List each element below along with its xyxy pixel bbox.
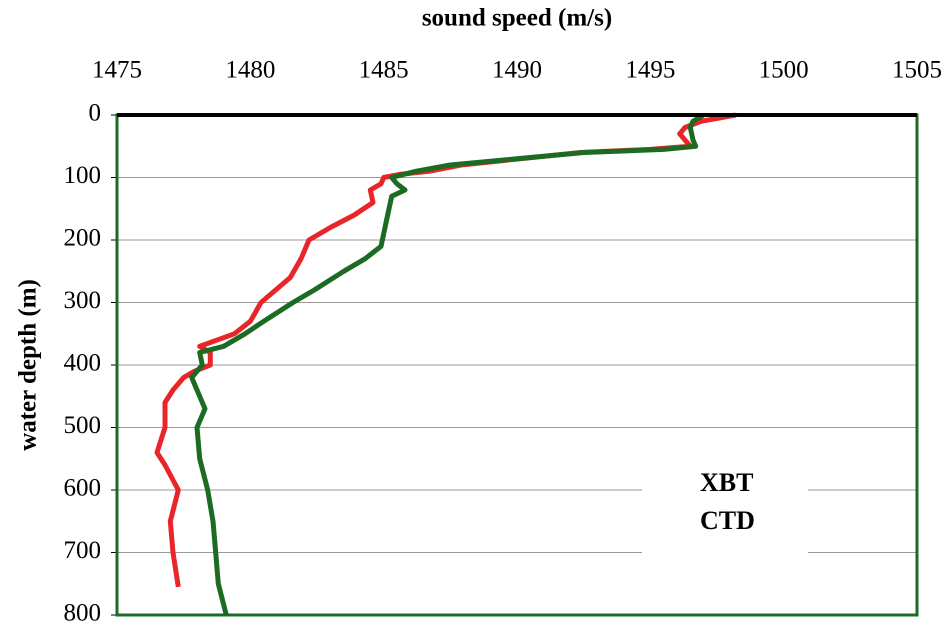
- y-tick-label: 800: [64, 600, 102, 627]
- x-tick-label: 1505: [892, 57, 942, 84]
- x-tick-label: 1495: [625, 57, 675, 84]
- legend-label: XBT: [700, 468, 753, 497]
- legend-label: CTD: [700, 506, 755, 535]
- y-tick-label: 600: [64, 475, 102, 502]
- y-tick-label: 100: [64, 162, 102, 189]
- series-line: [189, 112, 705, 616]
- x-axis-title: sound speed (m/s): [422, 5, 612, 32]
- x-tick-label: 1490: [492, 57, 542, 84]
- y-axis-title: water depth (m): [15, 279, 42, 451]
- plot-lines: [154, 112, 737, 616]
- x-tick-label: 1500: [759, 57, 809, 84]
- x-tick-label: 1485: [359, 57, 409, 84]
- y-tick-label: 500: [64, 412, 102, 439]
- x-tick-label: 1475: [92, 57, 142, 84]
- y-tick-label: 400: [64, 350, 102, 377]
- y-tick-label: 700: [64, 537, 102, 564]
- y-tick-label: 300: [64, 287, 102, 314]
- legend-background: [642, 462, 808, 558]
- x-tick-label: 1480: [225, 57, 275, 84]
- legend: XBT CTD: [642, 462, 808, 558]
- y-tick-label: 0: [89, 100, 102, 127]
- y-tick-label: 200: [64, 225, 102, 252]
